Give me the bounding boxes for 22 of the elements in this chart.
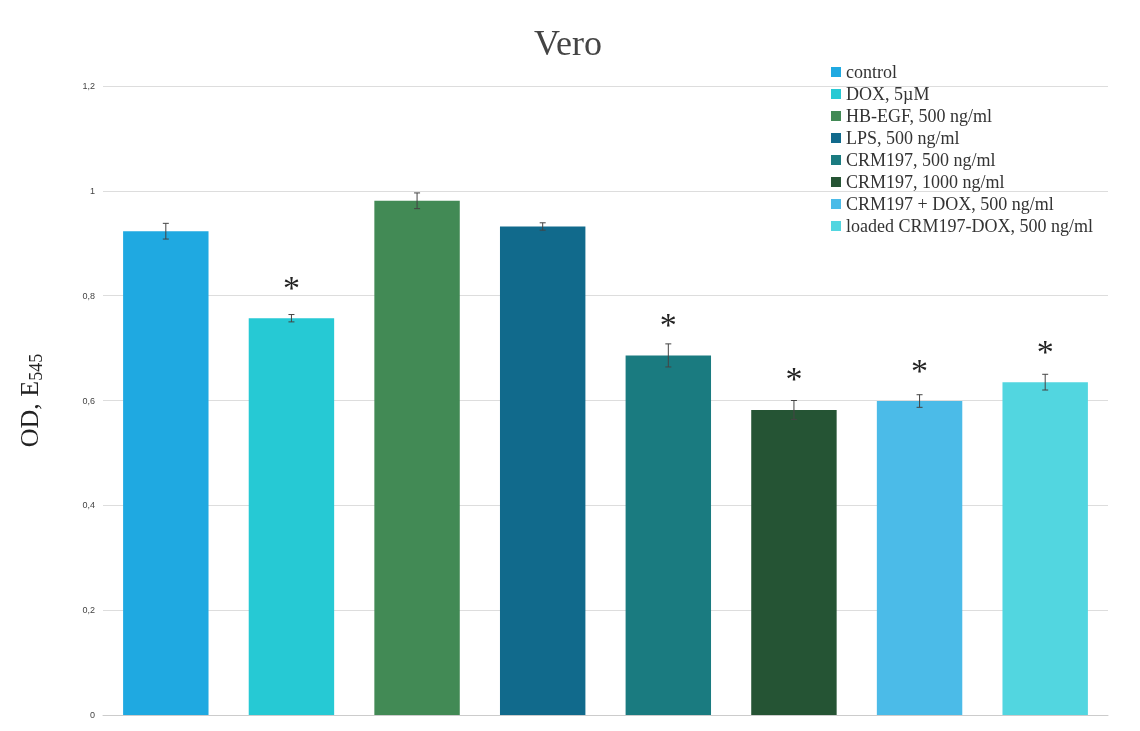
legend-label: HB-EGF, 500 ng/ml bbox=[846, 106, 993, 126]
y-tick-label: 1 bbox=[89, 185, 95, 196]
y-axis-title: OD, E545 bbox=[14, 353, 46, 448]
y-tick-label: 1,2 bbox=[82, 81, 95, 91]
data-label: * bbox=[659, 305, 677, 343]
legend-label: CRM197, 500 ng/ml bbox=[846, 150, 996, 170]
legend-label: CRM197, 1000 ng/ml bbox=[846, 172, 1005, 192]
legend-label: CRM197 + DOX, 500 ng/ml bbox=[846, 194, 1054, 214]
y-tick-label: 0,6 bbox=[82, 395, 95, 406]
legend-label: LPS, 500 ng/ml bbox=[846, 128, 960, 148]
legend-label: control bbox=[846, 62, 898, 82]
data-label: * bbox=[282, 268, 300, 306]
y-tick-label: 0,8 bbox=[82, 290, 95, 301]
y-tick-label: 0 bbox=[89, 710, 95, 720]
data-label: * bbox=[911, 351, 929, 389]
chart-title: Vero bbox=[534, 23, 602, 63]
data-label: * bbox=[1036, 332, 1054, 370]
legend-label: loaded CRM197-DOX, 500 ng/ml bbox=[846, 216, 1094, 236]
data-label: * bbox=[785, 360, 803, 398]
legend-label: DOX, 5µM bbox=[846, 84, 930, 104]
y-tick-label: 0,4 bbox=[82, 500, 95, 511]
y-tick-label: 0,2 bbox=[82, 605, 95, 616]
